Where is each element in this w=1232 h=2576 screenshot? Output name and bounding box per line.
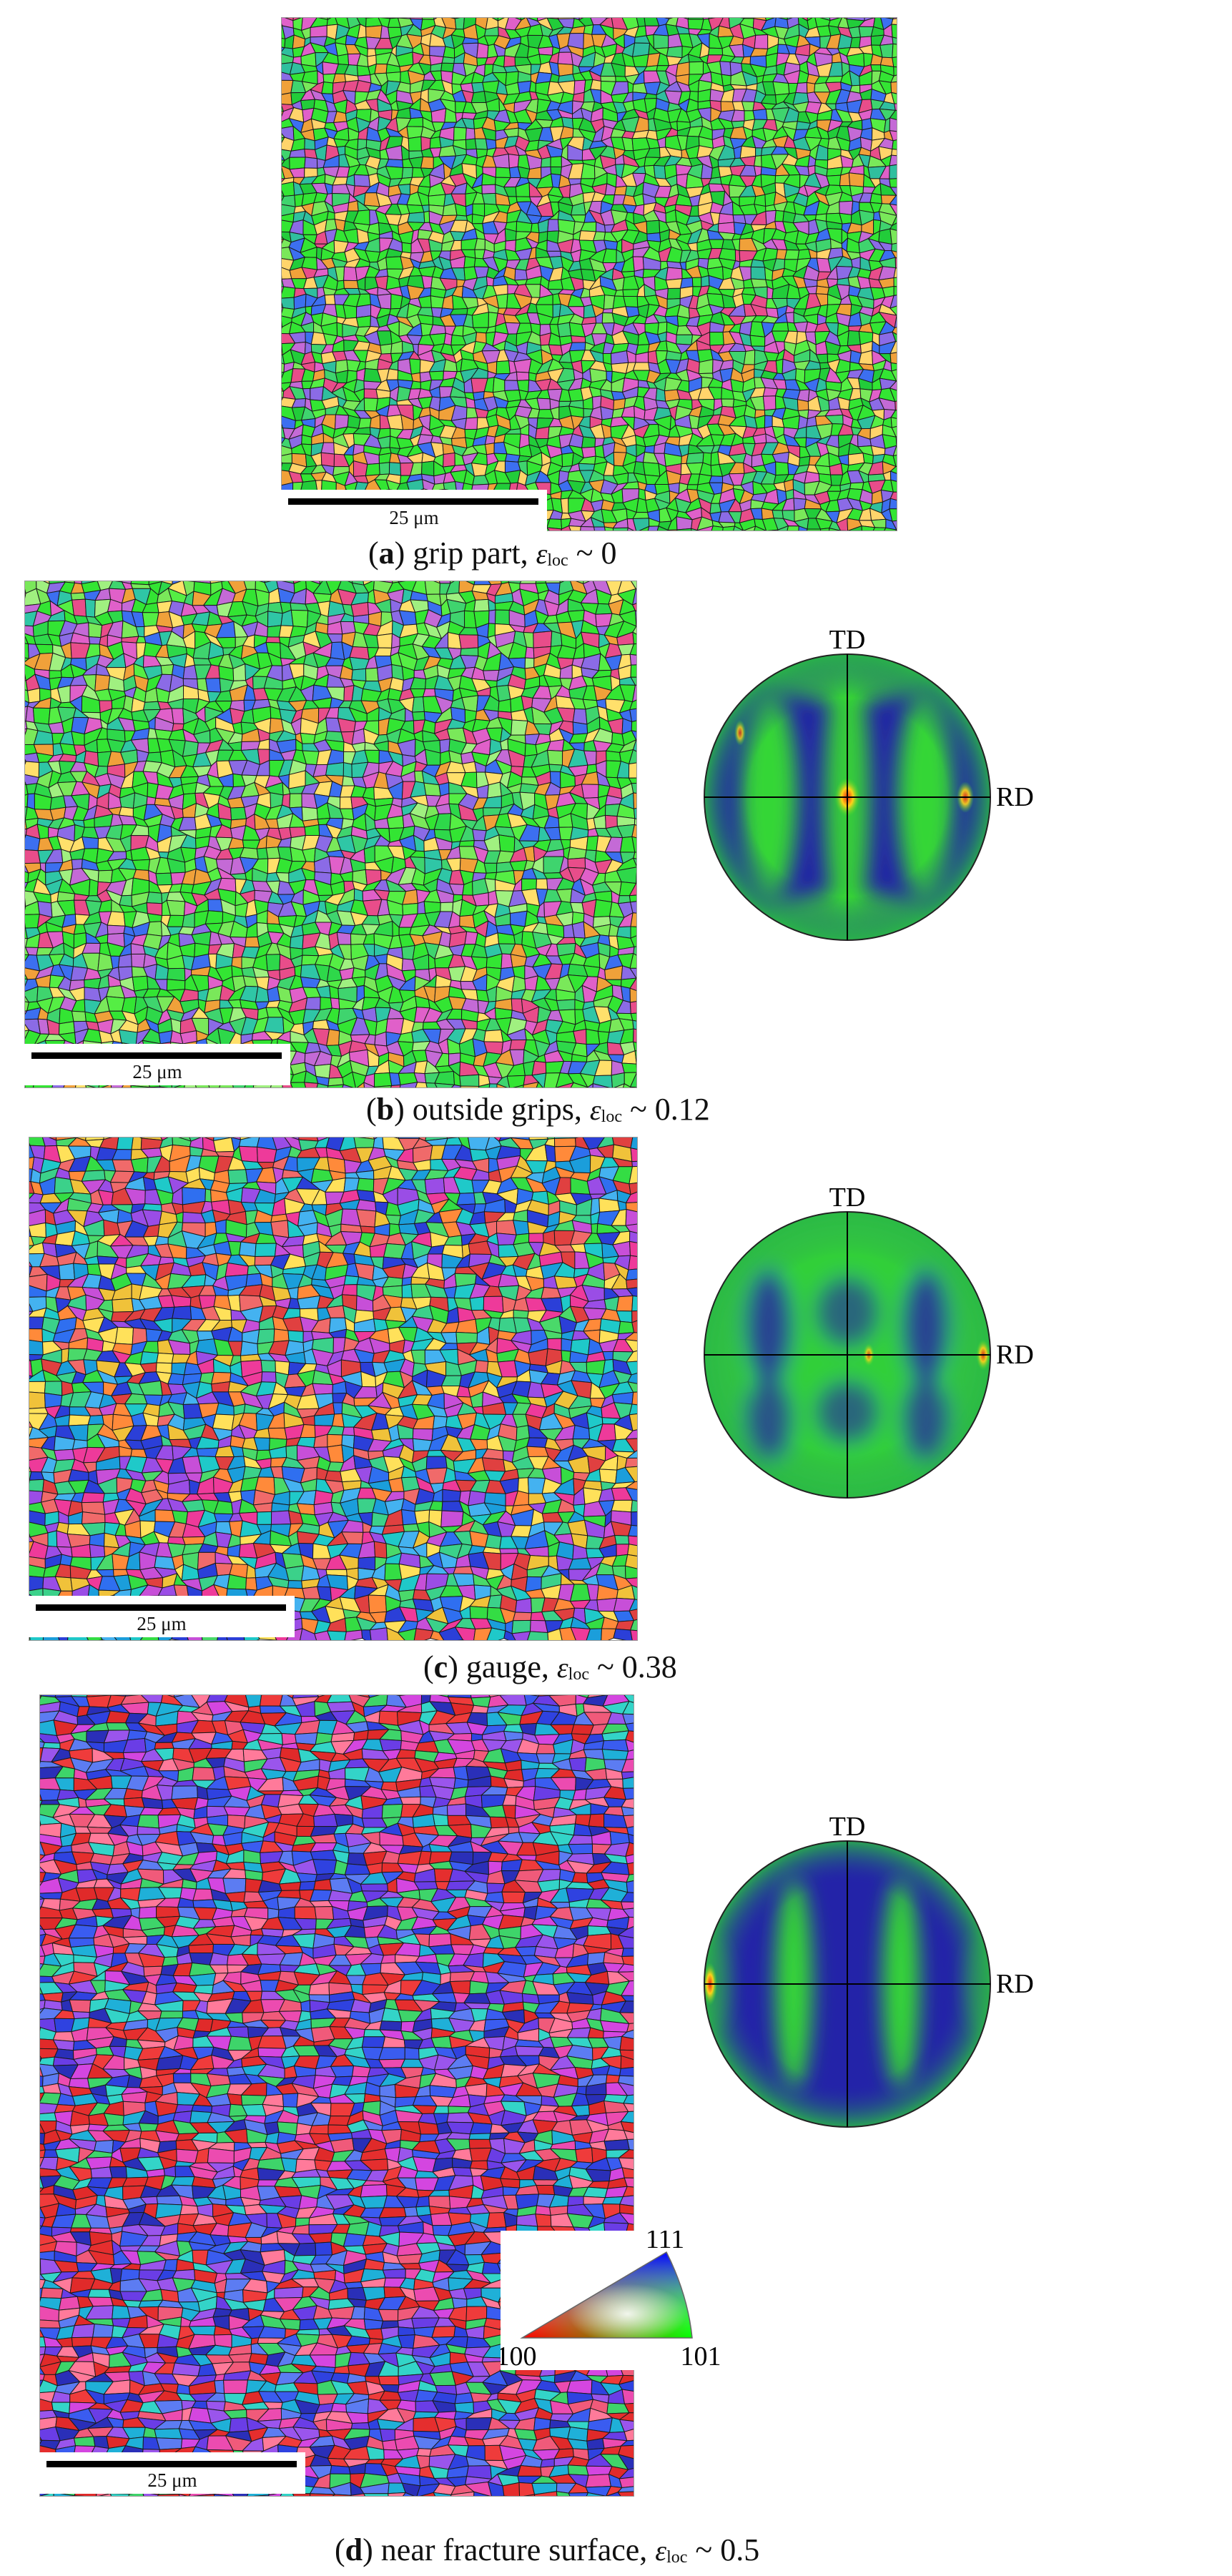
scale-bar-line	[31, 1052, 282, 1059]
pole-figure-d: TD RD	[694, 1812, 1034, 2145]
scale-bar-line	[36, 1604, 286, 1611]
strain-symbol: ε	[556, 1652, 568, 1684]
panel-letter: b	[376, 1092, 395, 1127]
ebsd-map-a	[281, 17, 897, 531]
rd-label: RD	[996, 1340, 1034, 1370]
rd-label: RD	[996, 1969, 1034, 1999]
scale-bar-label: 25 μm	[389, 507, 439, 528]
panel-letter: a	[378, 536, 395, 571]
caption-c: (c) gauge, εloc ~ 0.38	[423, 1649, 677, 1684]
ipf-label-100: 100	[501, 2341, 537, 2370]
panel-description: near fracture surface,	[380, 2532, 656, 2567]
caption-b: (b) outside grips, εloc ~ 0.12	[366, 1092, 710, 1127]
rd-label: RD	[996, 782, 1034, 812]
ebsd-grains-d	[40, 1695, 634, 2496]
pole-figure-b: TD RD	[694, 625, 1034, 958]
strain-value: ~ 0.5	[687, 2532, 760, 2567]
scale-bar-a: 25 μm	[281, 490, 547, 531]
strain-subscript: loc	[666, 2548, 688, 2567]
td-label: TD	[829, 1183, 866, 1213]
panel-letter: d	[345, 2532, 363, 2567]
ebsd-grains-b	[25, 581, 636, 1087]
scale-bar-label: 25 μm	[137, 1613, 187, 1634]
td-label: TD	[829, 1812, 866, 1842]
scale-bar-label: 25 μm	[132, 1061, 182, 1082]
panel-description: outside grips,	[412, 1092, 590, 1127]
strain-value: ~ 0	[568, 536, 617, 571]
ebsd-grains-a	[282, 18, 897, 531]
strain-symbol: ε	[536, 538, 548, 570]
ipf-label-101: 101	[681, 2341, 721, 2370]
panel-description: gauge,	[465, 1649, 557, 1684]
strain-subscript: loc	[568, 1665, 589, 1684]
caption-a: (a) grip part, εloc ~ 0	[368, 536, 617, 571]
scale-bar-line	[288, 498, 538, 505]
strain-symbol: ε	[589, 1094, 601, 1126]
strain-subscript: loc	[547, 551, 568, 570]
ipf-color-key: 111 100 101	[501, 2231, 729, 2370]
ebsd-map-b	[24, 581, 637, 1088]
strain-symbol: ε	[655, 2535, 667, 2567]
caption-d: (d) near fracture surface, εloc ~ 0.5	[335, 2532, 760, 2567]
strain-value: ~ 0.12	[622, 1092, 710, 1127]
ebsd-grains-c	[29, 1138, 637, 1640]
scale-bar-d: 25 μm	[39, 2452, 305, 2494]
ipf-label-111: 111	[646, 2231, 684, 2254]
scale-bar-c: 25 μm	[29, 1596, 295, 1637]
scale-bar-b: 25 μm	[24, 1044, 290, 1085]
panel-description: grip part,	[413, 536, 536, 571]
td-label: TD	[829, 625, 866, 655]
scale-bar-label: 25 μm	[147, 2469, 197, 2491]
scale-bar-line	[46, 2461, 297, 2467]
ebsd-map-c	[29, 1137, 638, 1641]
strain-subscript: loc	[601, 1107, 622, 1126]
strain-value: ~ 0.38	[589, 1649, 677, 1684]
ebsd-map-d	[39, 1694, 634, 2497]
pf-hotspot	[734, 720, 746, 746]
pole-figure-c: TD RD	[694, 1183, 1034, 1516]
panel-letter: c	[433, 1649, 448, 1684]
